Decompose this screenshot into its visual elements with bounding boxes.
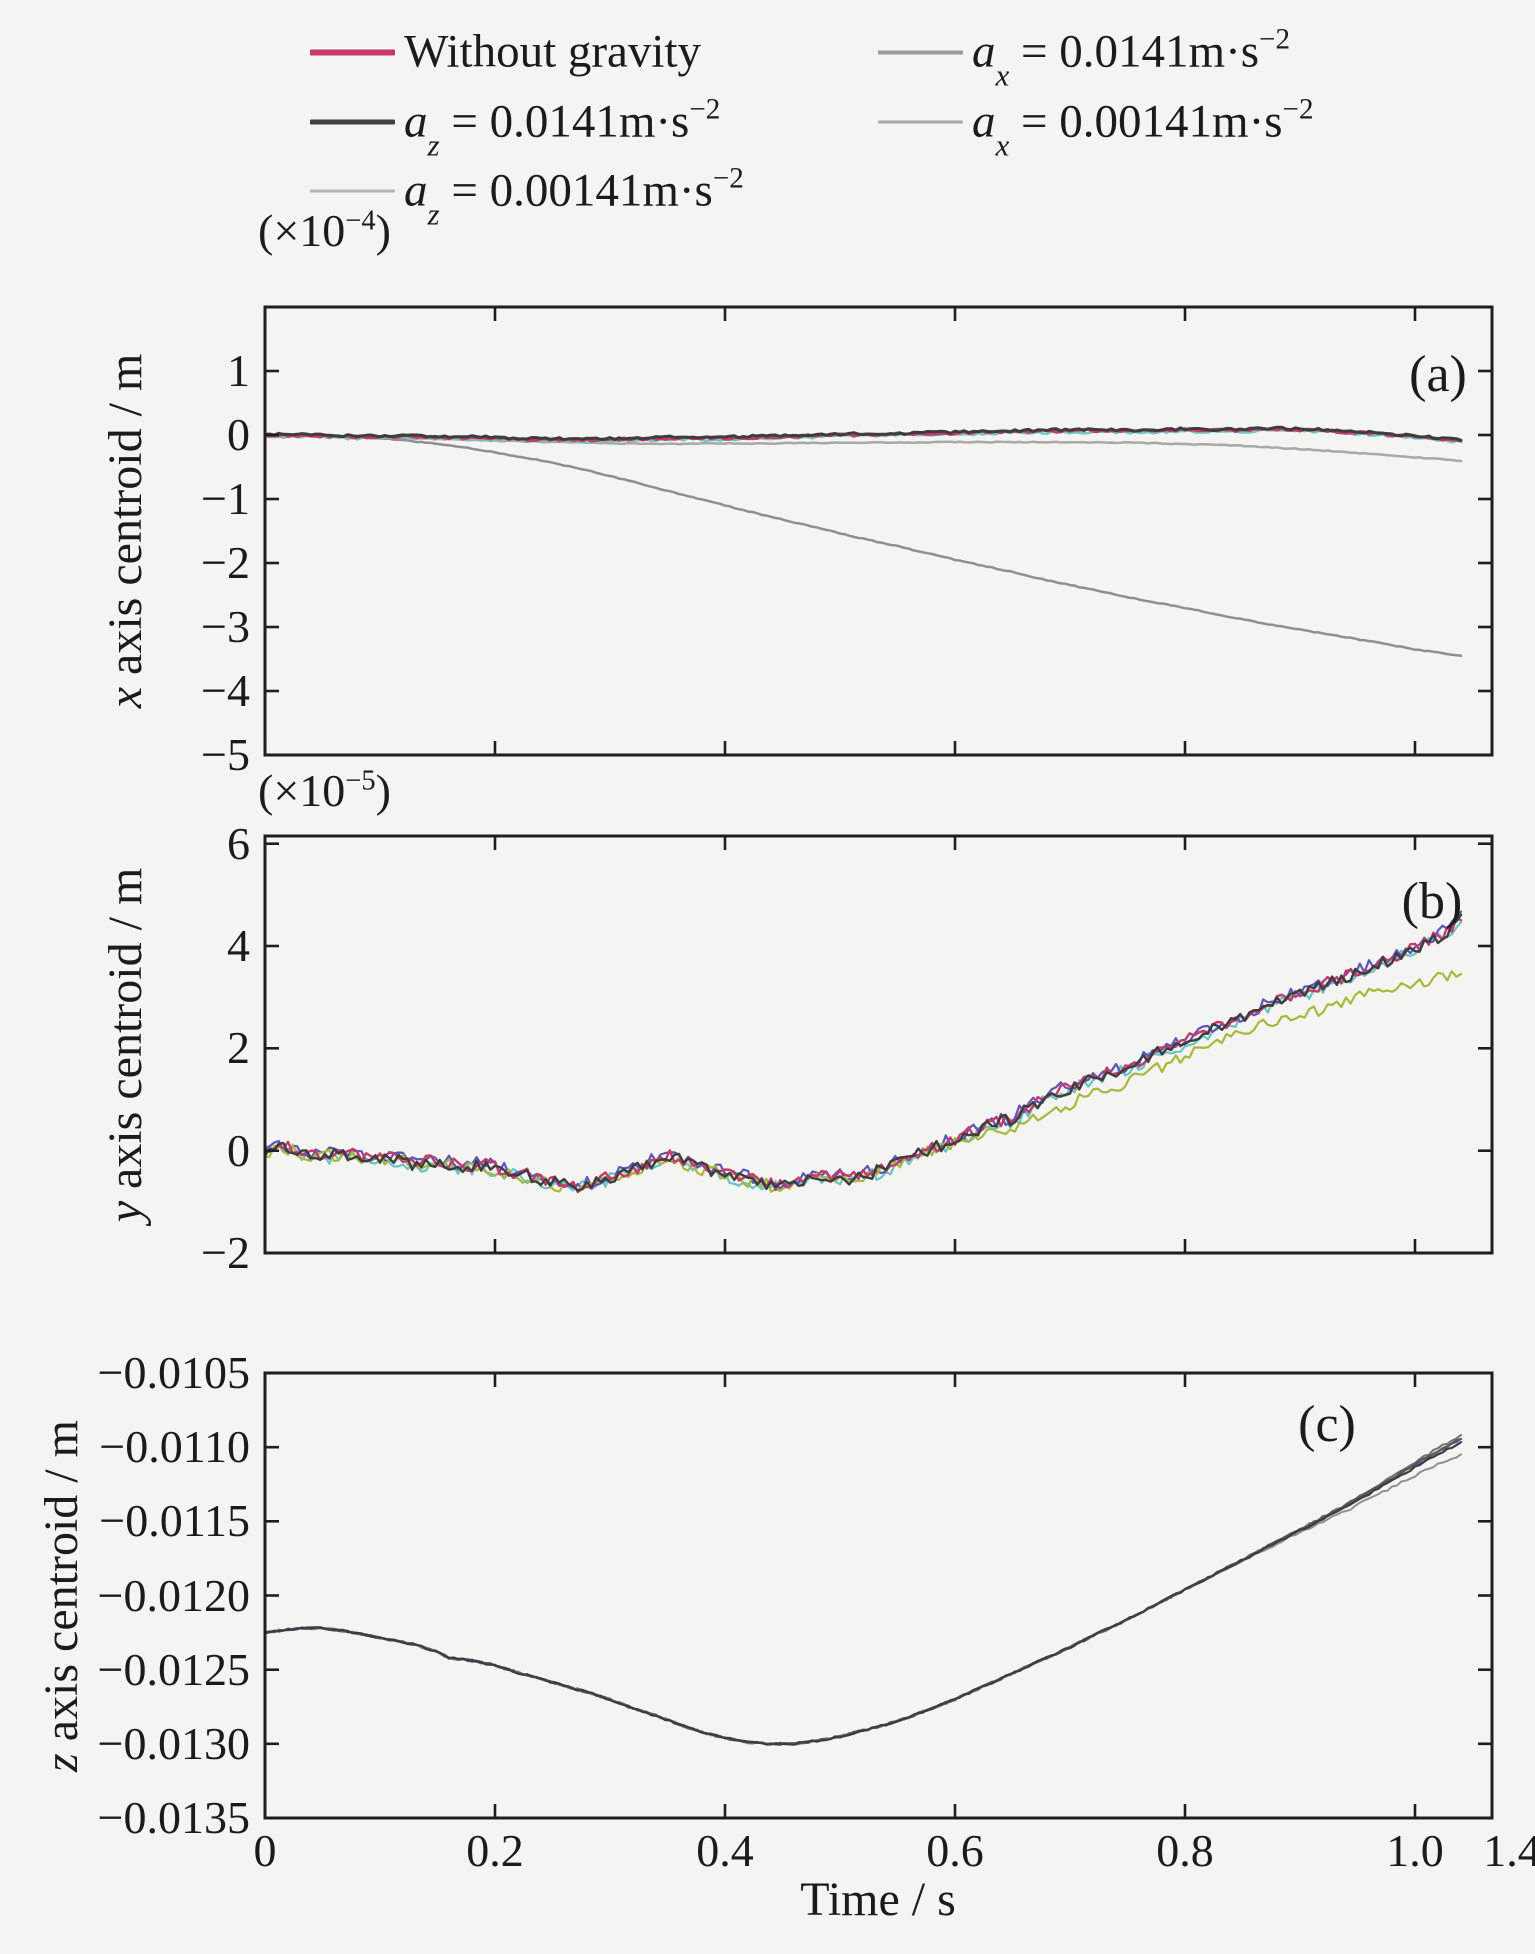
ytick-label-b-2: 2 bbox=[227, 1022, 250, 1074]
xtick-label-5: 1.0 bbox=[1386, 1825, 1444, 1876]
legend-label-az-0.00141: az = 0.00141m·s−2 bbox=[404, 162, 744, 232]
xtick-label-0: 0 bbox=[253, 1825, 277, 1876]
ytick-label-c-4: −0.0125 bbox=[97, 1643, 250, 1695]
panel-c-curves bbox=[266, 1434, 1463, 1746]
panel-a-letter: (a) bbox=[1409, 346, 1467, 403]
legend-line-swatch-ax-0.0141 bbox=[878, 50, 963, 54]
panel-a-curves bbox=[266, 425, 1463, 658]
series-c-1 bbox=[266, 1438, 1462, 1746]
panel-a-scale-label: (×10−4) bbox=[258, 205, 391, 256]
legend-label-az-0.0141: az = 0.0141m·s−2 bbox=[404, 93, 721, 163]
ytick-label-c-0: −0.0105 bbox=[97, 1347, 250, 1398]
ytick-label-c-1: −0.0110 bbox=[99, 1421, 250, 1473]
legend-item-az-0.0141: az = 0.0141m·s−2 bbox=[310, 93, 721, 163]
ytick-label-a-2: −1 bbox=[201, 473, 250, 524]
legend-item-ax-0.00141: ax = 0.00141m·s−2 bbox=[878, 93, 1314, 163]
legend-line-swatch-az-0.0141 bbox=[310, 119, 395, 125]
legend-label-ax-0.0141: ax = 0.0141m·s−2 bbox=[972, 23, 1291, 93]
series-b-1 bbox=[266, 910, 1463, 1191]
legend-label-ax-0.00141: ax = 0.00141m·s−2 bbox=[972, 93, 1314, 163]
xtick-label-2: 0.4 bbox=[696, 1825, 754, 1876]
series-b-3 bbox=[266, 916, 1463, 1194]
ytick-label-b-3: 0 bbox=[227, 1124, 250, 1176]
ytick-label-a-4: −3 bbox=[201, 601, 250, 652]
x-axis-title: Time / s bbox=[800, 1873, 956, 1926]
panel-c-letter: (c) bbox=[1298, 1396, 1356, 1453]
ytick-label-a-6: −5 bbox=[201, 729, 250, 780]
legend-item-az-0.00141: az = 0.00141m·s−2 bbox=[310, 162, 744, 232]
legend-label-without-gravity: Without gravity bbox=[404, 25, 702, 78]
series-c-3 bbox=[266, 1437, 1463, 1746]
xtick-corner-label: 1.4 bbox=[1483, 1825, 1535, 1876]
series-c-2 bbox=[266, 1434, 1462, 1746]
series-c-0 bbox=[266, 1453, 1462, 1746]
ytick-label-b-1: 4 bbox=[227, 920, 250, 971]
legend-line-swatch-ax-0.00141 bbox=[878, 120, 963, 124]
series-a-0 bbox=[266, 433, 1463, 658]
legend-line-swatch-az-0.00141 bbox=[310, 189, 395, 193]
ytick-label-a-3: −2 bbox=[201, 537, 250, 588]
series-b-4 bbox=[266, 913, 1463, 1192]
ytick-label-b-0: 6 bbox=[227, 817, 250, 869]
ytick-label-c-5: −0.0130 bbox=[97, 1717, 250, 1769]
panel-a-ylabel: x axis centroid / m bbox=[99, 354, 152, 709]
xtick-label-4: 0.8 bbox=[1156, 1825, 1214, 1876]
panel-b-curves bbox=[266, 910, 1463, 1194]
panel-b-letter: (b) bbox=[1401, 873, 1463, 930]
panel-a-frame bbox=[263, 305, 1494, 757]
ytick-label-c-6: −0.0135 bbox=[97, 1792, 250, 1843]
panel-b-frame bbox=[263, 834, 1494, 1255]
panel-b-ylabel-var: y bbox=[99, 1200, 152, 1223]
ytick-label-a-0: 1 bbox=[227, 345, 250, 396]
ytick-label-a-5: −4 bbox=[201, 665, 250, 716]
panel-b-scale-label: (×10−5) bbox=[258, 765, 391, 816]
legend-item-ax-0.0141: ax = 0.0141m·s−2 bbox=[878, 23, 1291, 93]
series-c-4 bbox=[266, 1440, 1463, 1746]
legend-line-swatch-without-gravity bbox=[310, 49, 395, 55]
xtick-label-3: 0.6 bbox=[926, 1825, 984, 1876]
ytick-label-a-1: 0 bbox=[227, 409, 250, 460]
ytick-label-c-3: −0.0120 bbox=[97, 1569, 250, 1621]
series-b-0 bbox=[266, 921, 1463, 1192]
legend-item-without-gravity: Without gravity bbox=[310, 25, 702, 78]
series-a-4 bbox=[266, 425, 1463, 442]
ytick-label-b-4: −2 bbox=[201, 1227, 250, 1278]
ytick-label-c-2: −0.0115 bbox=[99, 1495, 250, 1547]
xtick-label-1: 0.2 bbox=[466, 1825, 524, 1876]
